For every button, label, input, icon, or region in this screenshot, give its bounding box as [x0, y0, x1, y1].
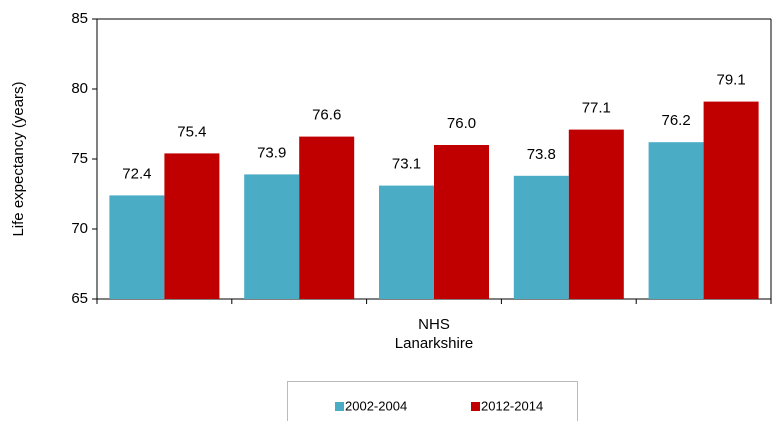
bar — [299, 136, 355, 299]
y-axis-label: Life expectancy (years) — [10, 81, 27, 236]
data-label: 77.1 — [582, 100, 611, 117]
bar — [164, 153, 220, 299]
legend-swatch — [335, 402, 344, 411]
bar — [648, 142, 704, 299]
data-label: 76.2 — [661, 112, 690, 129]
data-label: 76.0 — [447, 115, 476, 132]
legend-box — [287, 381, 578, 421]
data-label: 75.4 — [177, 123, 206, 140]
y-tick-label: 75 — [71, 150, 88, 167]
data-label: 76.6 — [312, 107, 341, 124]
y-tick-label: 70 — [71, 220, 88, 237]
data-label: 79.1 — [716, 72, 745, 89]
bar — [379, 185, 434, 299]
data-label: 73.8 — [527, 146, 556, 163]
bar — [703, 101, 759, 299]
data-label: 73.1 — [392, 156, 421, 173]
legend-label: 2002-2004 — [345, 398, 407, 413]
bar — [513, 175, 569, 299]
x-tick-label: NHS Lanarkshire — [395, 316, 473, 352]
data-label: 72.4 — [122, 165, 151, 182]
legend-label: 2012-2014 — [481, 398, 543, 413]
y-tick-label: 85 — [71, 10, 88, 27]
legend-swatch — [471, 402, 480, 411]
bar — [109, 195, 165, 299]
bar — [244, 174, 300, 299]
bar — [434, 145, 489, 299]
y-tick-label: 80 — [71, 80, 88, 97]
data-label: 73.9 — [257, 144, 286, 161]
bar — [568, 129, 624, 299]
y-tick-label: 65 — [71, 290, 88, 307]
